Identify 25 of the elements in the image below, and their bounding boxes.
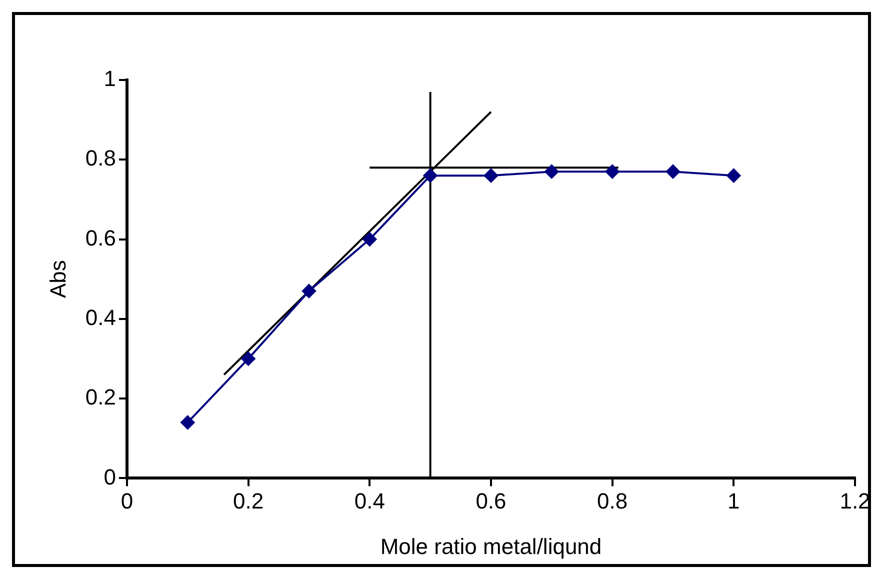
- y-axis-title: Abs: [45, 260, 70, 298]
- x-tick-label: 1: [728, 488, 740, 514]
- y-tick-label: 0.4: [85, 304, 116, 330]
- x-tick-label: 0.4: [354, 488, 385, 514]
- point: [484, 168, 498, 183]
- point: [544, 164, 559, 179]
- point: [302, 284, 316, 298]
- x-tick-label: 0: [120, 488, 134, 514]
- x-tick-label: 0.2: [233, 488, 264, 514]
- point: [241, 352, 256, 366]
- point: [726, 168, 741, 183]
- y-tick-label: 0.8: [85, 146, 116, 171]
- point: [362, 232, 377, 246]
- point: [666, 164, 680, 179]
- point: [180, 415, 195, 430]
- x-axis-title: Mole ratio metal/liqund: [380, 534, 602, 559]
- point: [605, 164, 620, 179]
- y-tick-label: 0.2: [85, 384, 116, 410]
- y-tick-label: 0.6: [85, 225, 116, 250]
- point: [423, 168, 438, 183]
- x-tick-label: 1.2: [840, 488, 870, 514]
- y-tick-label: 0: [104, 464, 116, 490]
- y-tick-label: 1: [104, 66, 116, 92]
- x-tick-label: 0.6: [476, 488, 506, 514]
- x-tick-label: 0.8: [597, 488, 628, 514]
